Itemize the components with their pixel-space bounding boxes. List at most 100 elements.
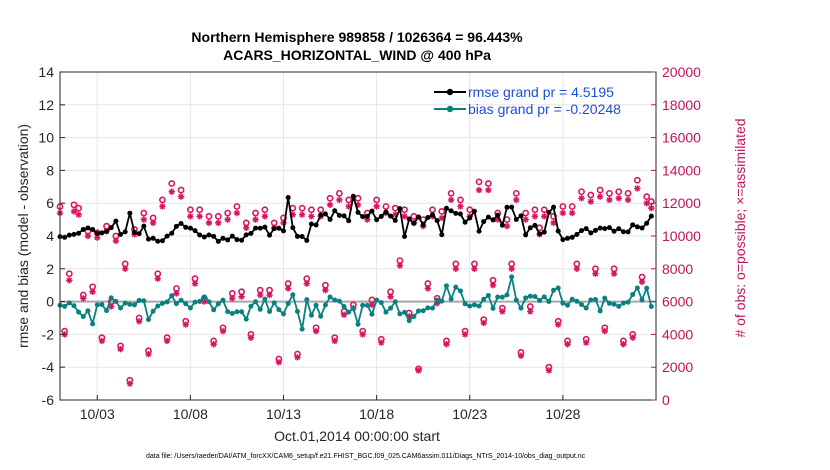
series-point-rmse [579,228,584,234]
series-point-rmse [560,237,566,243]
obs-assimilated-marker [373,203,380,210]
x-tick-label: 10/13 [266,406,301,422]
series-point-bias [108,295,114,301]
series-point-bias [211,307,217,313]
obs-assimilated-marker [489,282,497,289]
obs-assimilated-marker [163,337,171,345]
series-point-bias [99,302,105,308]
series-point-rmse [192,228,198,234]
series-point-rmse [541,229,547,235]
series-point-bias [262,296,268,302]
series-point-rmse [164,233,170,239]
series-point-rmse [513,216,519,222]
legend: rmse grand pr = 4.5195 bias grand pr = -… [434,84,621,117]
series-point-bias [616,303,622,309]
series-point-rmse [485,214,491,220]
obs-assimilated-marker [513,196,520,204]
series-point-bias [644,285,650,291]
obs-assimilated-marker [433,300,441,307]
y2-tick-label: 14000 [662,162,701,178]
series-point-bias [132,302,137,308]
obs-assimilated-marker [177,193,185,200]
obs-possible-marker [512,189,520,197]
series-point-rmse [220,235,226,241]
series-point-bias [541,294,547,300]
obs-assimilated-marker [545,367,553,374]
series-point-bias [369,311,375,317]
obs-assimilated-marker [289,211,297,218]
obs-assimilated-marker [336,196,343,204]
obs-assimilated-marker [485,186,492,194]
obs-assimilated-marker [345,203,352,210]
chart-subtitle: ACARS_HORIZONTAL_WIND @ 400 hPa [223,47,491,63]
series-point-rmse [490,217,496,223]
series-point-rmse [546,209,552,215]
series-point-rmse [71,231,77,237]
obs-assimilated-marker [615,195,622,202]
obs-assimilated-marker [182,321,189,328]
obs-possible-marker [447,189,455,197]
obs-possible-marker [233,203,241,210]
obs-possible-marker [140,209,148,217]
obs-assimilated-marker [70,208,78,215]
series-point-rmse [178,221,184,227]
series-point-bias [420,308,426,314]
obs-assimilated-marker [243,224,250,231]
series-point-bias [495,294,501,300]
series-point-rmse [66,232,72,238]
series-point-bias [234,309,240,315]
obs-assimilated-marker [573,265,581,272]
series-point-rmse [104,229,110,235]
series-point-bias [453,284,459,290]
series-point-rmse [648,213,654,219]
obs-possible-marker [587,191,595,199]
x-axis-label: Oct.01,2014 00:00:00 start [274,428,440,444]
series-point-bias [229,310,235,316]
series-point-rmse [350,193,356,199]
series-point-rmse [262,224,268,230]
series-point-rmse [127,210,133,216]
series-point-bias [197,298,203,304]
series-point-rmse [406,216,412,222]
obs-assimilated-marker [471,265,478,272]
series-point-bias [104,308,110,314]
series-point-rmse [439,232,445,238]
x-tick-label: 10/18 [359,406,394,422]
series-point-rmse [625,229,631,235]
obs-assimilated-marker [396,262,404,269]
series-point-bias [476,303,482,309]
series-point-bias [392,299,398,305]
obs-assimilated-marker [364,216,371,223]
obs-assimilated-marker [648,204,655,212]
series-point-bias [611,301,617,307]
series-point-bias [416,308,422,314]
obs-assimilated-marker [98,337,106,345]
series-point-rmse [332,208,338,214]
y2-tick-label: 10000 [662,228,701,244]
series-point-rmse [443,205,449,211]
obs-assimilated-marker [354,201,362,209]
series-point-bias [85,308,91,314]
series-point-rmse [145,236,151,242]
right-axis-ticks: 0 2000 4000 6000 8000 10000 12000 14000 16000 180… [651,64,701,408]
obs-possible-marker [633,176,641,184]
obs-possible-marker [382,203,390,210]
series-point-rmse [555,228,561,234]
obs-possible-marker [345,196,353,204]
series-point-rmse [569,234,575,240]
series-point-rmse [187,225,193,231]
obs-assimilated-marker [149,219,157,227]
series-point-bias [602,295,608,301]
series-point-rmse [346,218,352,224]
series-point-bias [178,297,184,303]
series-point-bias [294,308,300,314]
series-point-bias [355,321,361,327]
series-point-rmse [90,226,96,232]
series-point-rmse [257,225,263,231]
legend-rmse-label: rmse grand pr = 4.5195 [468,84,614,100]
obs-assimilated-marker [229,295,236,302]
obs-possible-marker [335,189,343,197]
series-point-rmse [504,204,510,210]
series-point-bias [290,292,296,298]
obs-assimilated-marker [261,213,269,220]
